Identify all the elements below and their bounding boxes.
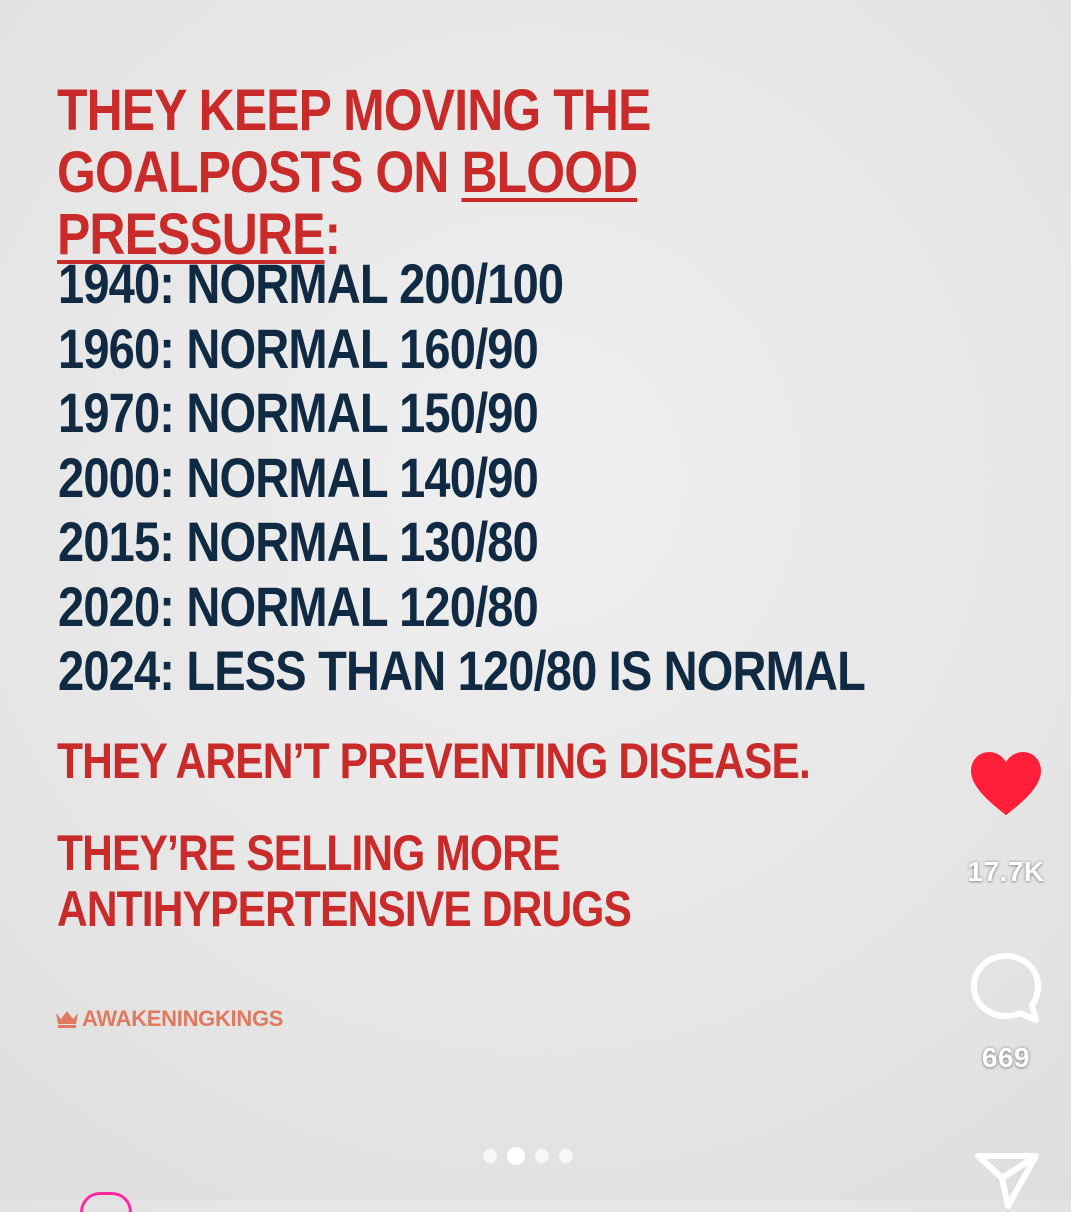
headline: THEY KEEP MOVING THE GOALPOSTS ON BLOOD … [57, 80, 900, 266]
carousel-dot[interactable] [559, 1149, 573, 1163]
send-icon [975, 1153, 1039, 1209]
timeline-item: 1970: NORMAL 150/90 [58, 381, 539, 444]
timeline-item: 2020: NORMAL 120/80 [58, 574, 539, 638]
headline-underlined-term: BLOOD PRESSURE [57, 140, 638, 267]
timeline-item: 2000: NORMAL 140/90 [58, 445, 539, 509]
like-button[interactable] [941, 750, 1071, 818]
timeline-item: 2024: LESS THAN 120/80 IS NORMAL [58, 639, 866, 702]
carousel-indicator [483, 1147, 573, 1165]
timeline-item: 2015: NORMAL 130/80 [58, 510, 539, 573]
headline-line1: THEY KEEP MOVING THE [57, 78, 651, 143]
timeline-item: 1960: NORMAL 160/90 [58, 316, 539, 380]
comment-count[interactable]: 669 [981, 1042, 1031, 1073]
like-count[interactable]: 17.7K [967, 856, 1045, 887]
share-button[interactable] [941, 1150, 1071, 1210]
carousel-dot-active[interactable] [507, 1147, 525, 1165]
headline-line2-prefix: GOALPOSTS ON [57, 140, 462, 205]
profile-ring-edge[interactable] [80, 1192, 132, 1212]
brand-watermark: AWAKENINGKINGS [54, 1006, 283, 1032]
statement-selling: THEY’RE SELLING MORE ANTIHYPERTENSIVE DR… [57, 825, 632, 937]
comment-button[interactable] [941, 950, 1071, 1026]
statement-selling-line1: THEY’RE SELLING MORE [57, 825, 560, 881]
statement-selling-line2: ANTIHYPERTENSIVE DRUGS [57, 881, 632, 937]
headline-line2-suffix: : [324, 202, 342, 267]
crown-icon [56, 1011, 78, 1028]
carousel-dot[interactable] [483, 1149, 497, 1163]
statement-preventing: THEY AREN’T PREVENTING DISEASE. [57, 733, 811, 789]
comment-count-wrap: 669 [941, 1042, 1071, 1074]
heart-icon [971, 752, 1041, 815]
blood-pressure-timeline: 1940: NORMAL 200/100 1960: NORMAL 160/90… [58, 252, 866, 704]
comment-bubble-icon [971, 953, 1041, 1023]
carousel-dot[interactable] [535, 1149, 549, 1163]
timeline-item: 1940: NORMAL 200/100 [58, 252, 564, 315]
brand-name: AWAKENINGKINGS [82, 1006, 284, 1031]
like-count-wrap: 17.7K [941, 856, 1071, 888]
